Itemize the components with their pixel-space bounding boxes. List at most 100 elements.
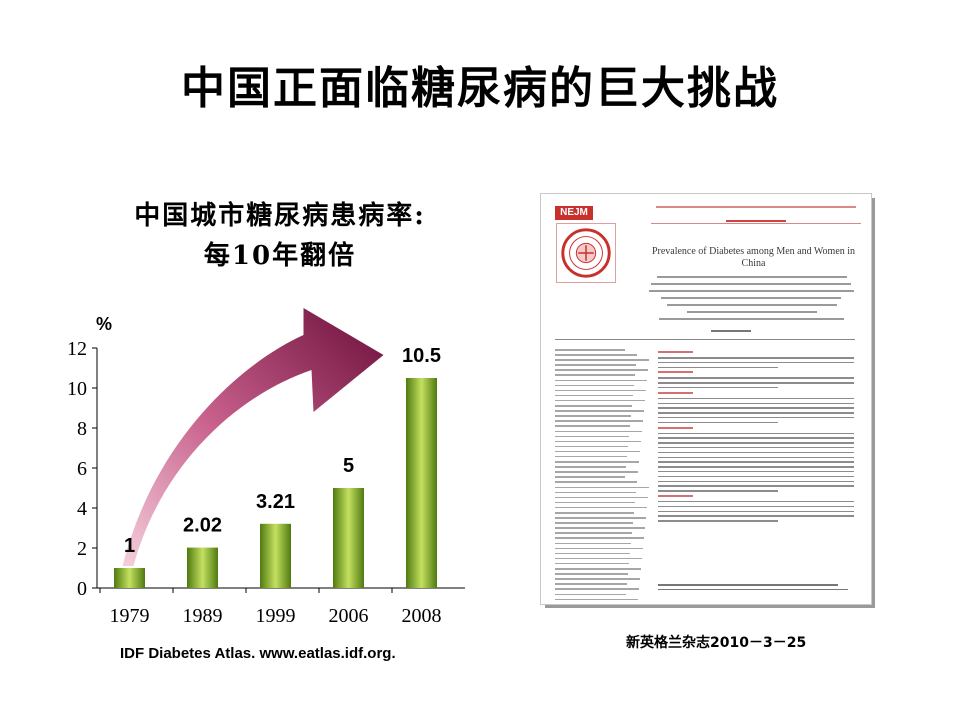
- text-line: [658, 442, 854, 444]
- text-line: [555, 557, 642, 560]
- bar-value-label: 3.21: [256, 491, 295, 513]
- text-line: [658, 480, 854, 483]
- text-line: [658, 382, 854, 384]
- text-line: [555, 471, 638, 473]
- bar: [114, 568, 145, 588]
- article-type-banner: [651, 220, 861, 224]
- text-line: [555, 552, 630, 555]
- bar: [406, 378, 437, 588]
- text-line: [658, 432, 854, 435]
- text-line: [658, 412, 854, 414]
- text-line: [555, 562, 629, 565]
- text-line: [658, 520, 778, 522]
- bar: [260, 523, 291, 588]
- text-line: [555, 394, 633, 397]
- y-tick-label: 2: [77, 538, 87, 560]
- text-line: [555, 364, 636, 366]
- text-line: [658, 446, 854, 449]
- x-tick-label: 2006: [329, 605, 369, 627]
- text-line: [555, 573, 628, 575]
- y-tick-label: 10: [67, 378, 87, 400]
- text-line: [555, 542, 631, 545]
- text-line: [555, 410, 644, 412]
- abstract-heading: [681, 330, 781, 332]
- text-line: [555, 501, 635, 504]
- text-line: [658, 505, 854, 508]
- text-line: [555, 435, 629, 438]
- paper-title: Prevalence of Diabetes among Men and Wom…: [651, 246, 856, 269]
- paper-abstract-column: [658, 349, 858, 525]
- text-line: [555, 506, 647, 509]
- text-line: [658, 437, 854, 439]
- text-line: [658, 421, 778, 424]
- text-line: [658, 402, 854, 405]
- text-line: [555, 491, 636, 494]
- x-tick-label: 1989: [183, 605, 223, 627]
- text-line: [658, 397, 854, 400]
- text-line: [555, 440, 641, 443]
- text-line: [555, 522, 633, 524]
- text-line: [555, 588, 639, 590]
- text-line: [555, 486, 649, 489]
- chart-title-line-2: 每10年翻倍: [203, 241, 357, 271]
- text-line: [658, 515, 854, 517]
- bar-value-label: 10.5: [402, 345, 441, 367]
- text-line: [555, 399, 645, 402]
- x-tick-label: 1979: [110, 605, 150, 627]
- bar: [187, 547, 218, 588]
- bar-value-label: 5: [343, 455, 354, 477]
- text-line: [555, 461, 639, 463]
- slide-title: 中国正面临糖尿病的巨大挑战: [181, 63, 779, 114]
- text-line: [555, 450, 640, 453]
- text-line: [555, 527, 645, 529]
- text-line: [658, 361, 854, 364]
- journal-citation: 新英格兰杂志2010－3－25: [626, 635, 807, 651]
- text-line: [555, 379, 647, 382]
- text-line: [658, 366, 778, 369]
- paper-authors: [639, 276, 864, 325]
- text-line: [555, 374, 635, 376]
- text-line: [555, 405, 632, 407]
- text-line: [658, 470, 854, 473]
- section-heading: [658, 494, 693, 497]
- text-line: [658, 475, 854, 478]
- text-line: [555, 359, 649, 361]
- y-axis-unit-label: %: [96, 314, 112, 334]
- journal-article-thumbnail: NEJM Prevalence of Diabetes among Men an…: [540, 193, 872, 605]
- y-tick-label: 0: [77, 578, 87, 600]
- text-line: [555, 537, 644, 539]
- text-line: [658, 485, 854, 487]
- text-line: [555, 354, 637, 356]
- x-tick-label: 1999: [256, 605, 296, 627]
- section-heading: [658, 351, 693, 353]
- text-line: [555, 568, 641, 570]
- x-tick-label: 2008: [402, 605, 442, 627]
- text-line: [658, 451, 854, 454]
- y-tick-label: 6: [77, 458, 87, 480]
- text-line: [658, 510, 854, 513]
- text-line: [555, 512, 634, 514]
- text-line: [555, 425, 630, 427]
- text-line: [658, 461, 854, 463]
- text-line: [555, 481, 637, 483]
- text-line: [555, 369, 648, 371]
- text-line: [555, 476, 625, 478]
- bar-value-label: 2.02: [183, 515, 222, 537]
- section-heading: [658, 426, 693, 429]
- bar: [333, 488, 364, 588]
- text-line: [555, 349, 625, 351]
- text-line: [555, 517, 646, 519]
- text-line: [555, 547, 643, 550]
- y-tick-label: 12: [67, 338, 87, 360]
- text-line: [555, 598, 638, 601]
- journal-seal-icon: [556, 223, 616, 283]
- text-line: [658, 357, 854, 359]
- text-line: [555, 384, 634, 387]
- text-line: [555, 455, 627, 458]
- text-line: [555, 445, 628, 448]
- journal-masthead: [651, 206, 861, 208]
- text-line: [555, 603, 625, 604]
- y-tick-label: 4: [77, 498, 87, 520]
- text-line: [555, 496, 648, 499]
- text-line: [555, 532, 632, 534]
